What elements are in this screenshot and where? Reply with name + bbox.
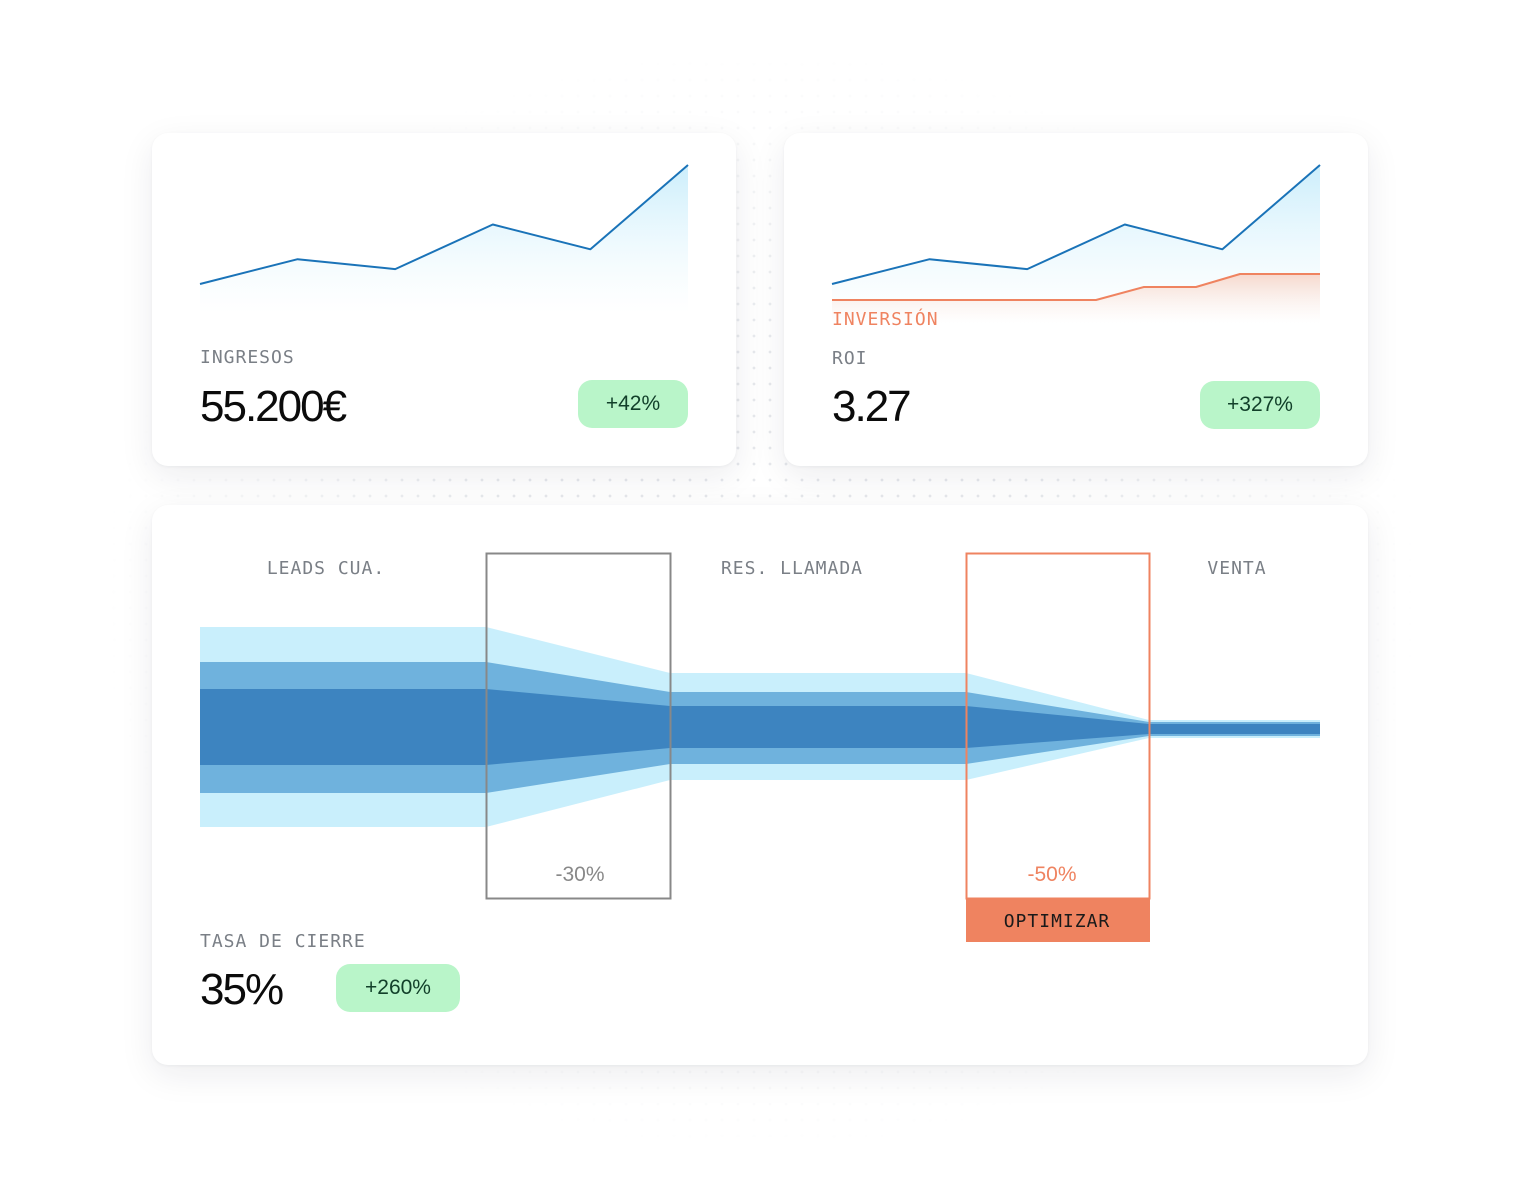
funnel-band-dark: [200, 689, 1320, 765]
ingresos-area-chart: [199, 164, 689, 313]
ingresos-card[interactable]: INGRESOS 55.200€ +42%: [152, 133, 736, 466]
stage-label-venta: VENTA: [1207, 558, 1266, 579]
roi-label: ROI: [832, 348, 868, 369]
roi-line: [831, 164, 1321, 285]
tasa-cierre-label: TASA DE CIERRE: [200, 931, 366, 952]
roi-card[interactable]: INVERSIÓN ROI 3.27 +327%: [784, 133, 1368, 466]
roi-area: [832, 165, 1320, 323]
inversion-line: [832, 273, 1320, 301]
inversion-series-label: INVERSIÓN: [832, 309, 939, 330]
optimizar-button-label[interactable]: OPTIMIZAR: [1004, 911, 1111, 932]
roi-area-chart: [831, 164, 1321, 323]
stage-label-leads: LEADS CUA.: [267, 558, 385, 579]
ingresos-area: [200, 165, 688, 313]
drop-box-1: [485, 552, 672, 900]
conversion-funnel: LEADS CUA. RES. LLAMADA VENTA -30% -50% …: [200, 552, 1320, 942]
optimizar-button-bg: [966, 898, 1150, 942]
tasa-cierre-change-badge: +260%: [336, 964, 460, 1012]
drop-label-2: -50%: [1027, 863, 1076, 886]
inversion-area: [832, 274, 1320, 323]
ingresos-value: 55.200€: [200, 382, 347, 431]
tasa-cierre-value: 35%: [200, 965, 284, 1014]
ingresos-label: INGRESOS: [200, 347, 295, 368]
ingresos-change-badge: +42%: [578, 380, 688, 428]
ingresos-line: [199, 164, 689, 285]
roi-value: 3.27: [832, 382, 912, 431]
roi-change-badge: +327%: [1200, 381, 1320, 429]
stage-label-llamada: RES. LLAMADA: [721, 558, 863, 579]
funnel-card[interactable]: LEADS CUA. RES. LLAMADA VENTA -30% -50% …: [152, 505, 1368, 1065]
drop-label-1: -30%: [555, 863, 604, 886]
